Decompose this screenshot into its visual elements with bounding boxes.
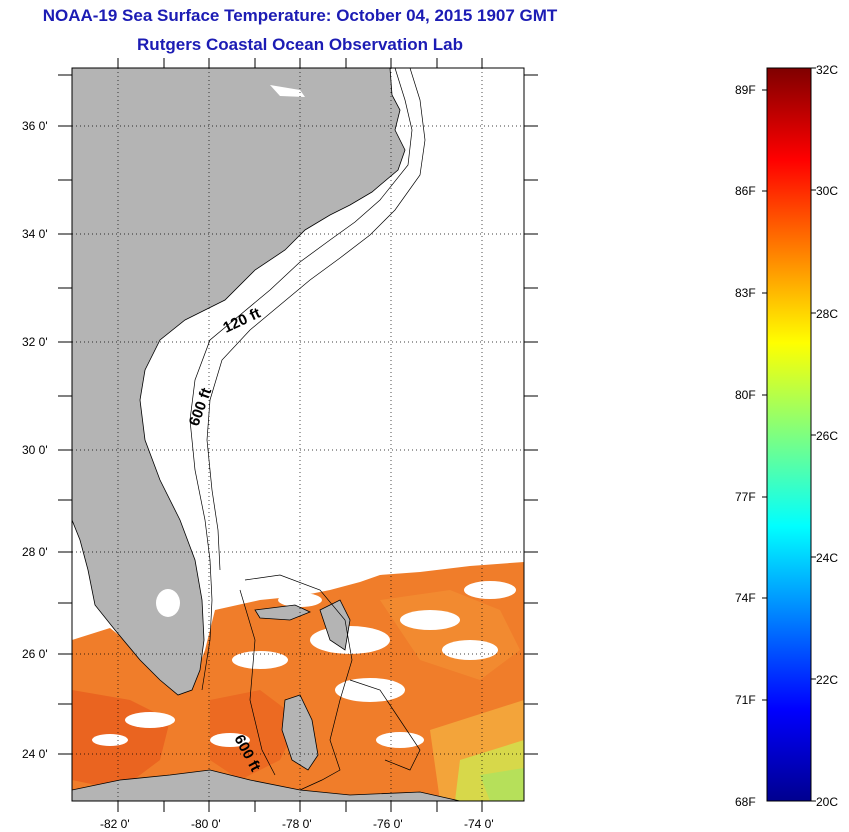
- colorbar-ticks: [762, 67, 816, 802]
- lat-label-24: 24 0': [22, 747, 48, 761]
- colorbar-label-71f: 71F: [735, 693, 756, 707]
- colorbar: [766, 67, 812, 802]
- colorbar-label-86f: 86F: [735, 184, 756, 198]
- lon-label-80: -80 0': [191, 817, 221, 831]
- map-title: NOAA-19 Sea Surface Temperature: October…: [42, 6, 558, 25]
- lake-okeechobee: [156, 589, 180, 617]
- lon-label-76: -76 0': [373, 817, 403, 831]
- colorbar-label-74f: 74F: [735, 591, 756, 605]
- colorbar-label-80f: 80F: [735, 388, 756, 402]
- lon-label-74: -74 0': [464, 817, 494, 831]
- lat-label-36: 36 0': [22, 119, 48, 133]
- lat-label-28: 28 0': [22, 545, 48, 559]
- land-lake: [270, 85, 305, 97]
- colorbar-label-22c: 22C: [816, 673, 838, 687]
- colorbar-label-68f: 68F: [735, 795, 756, 809]
- map-subtitle: Rutgers Coastal Ocean Observation Lab: [137, 35, 463, 54]
- colorbar-label-77f: 77F: [735, 490, 756, 504]
- lon-label-82: -82 0': [100, 817, 130, 831]
- bathymetry-contours: [189, 68, 426, 791]
- colorbar-label-28c: 28C: [816, 307, 838, 321]
- lat-label-34: 34 0': [22, 227, 48, 241]
- colorbar-label-24c: 24C: [816, 551, 838, 565]
- lon-label-78: -78 0': [282, 817, 312, 831]
- colorbar-label-83f: 83F: [735, 286, 756, 300]
- map-gridlines: [72, 68, 524, 801]
- lat-label-30: 30 0': [22, 443, 48, 457]
- lat-label-26: 26 0': [22, 647, 48, 661]
- plot-frame: [71, 67, 525, 802]
- axis-ticks: [58, 58, 538, 812]
- land-us-east-coast: [72, 68, 406, 696]
- colorbar-label-20c: 20C: [816, 795, 838, 809]
- colorbar-label-89f: 89F: [735, 83, 756, 97]
- lat-label-32: 32 0': [22, 335, 48, 349]
- sst-data-layer: [72, 562, 524, 801]
- colorbar-label-26c: 26C: [816, 429, 838, 443]
- colorbar-label-32c: 32C: [816, 63, 838, 77]
- colorbar-label-30c: 30C: [816, 184, 838, 198]
